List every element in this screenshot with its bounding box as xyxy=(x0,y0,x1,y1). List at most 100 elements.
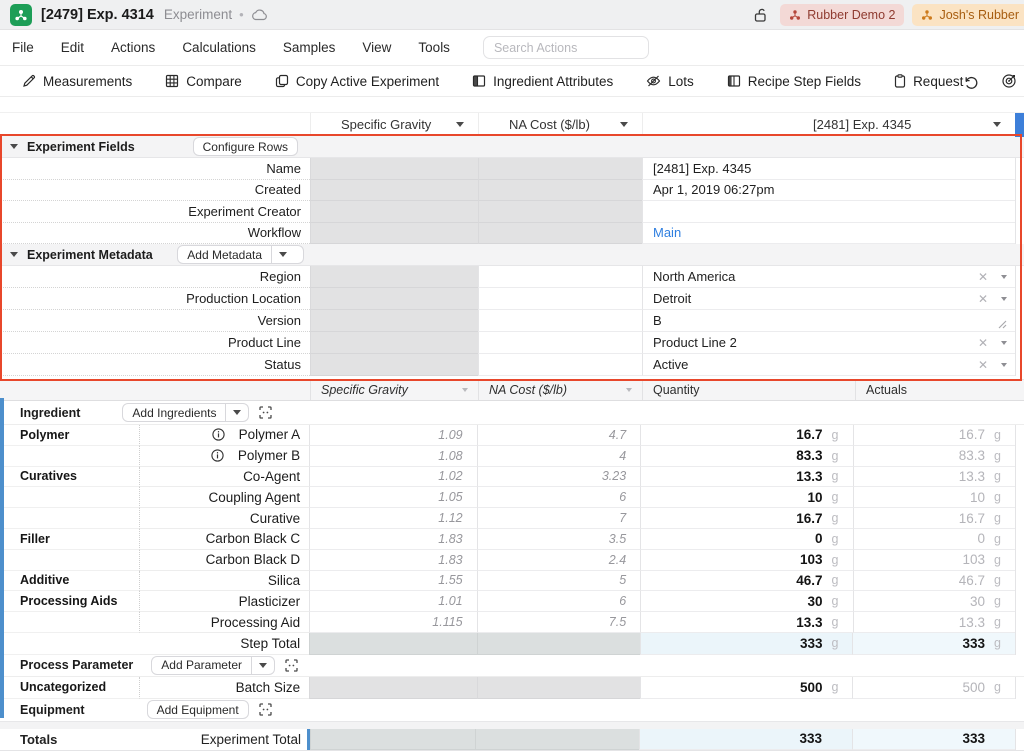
cost-cell[interactable]: 5 xyxy=(477,571,641,592)
sg-cell[interactable]: 1.12 xyxy=(309,508,477,529)
add-equipment-button[interactable]: Add Equipment xyxy=(147,700,249,719)
quantity-cell[interactable]: 500g xyxy=(640,677,852,699)
search-actions-input[interactable] xyxy=(483,36,649,59)
actuals-cell[interactable]: 16.7g xyxy=(853,425,1016,446)
menu-edit[interactable]: Edit xyxy=(61,40,84,55)
undo-icon[interactable] xyxy=(963,74,979,89)
add-metadata-button[interactable]: Add Metadata xyxy=(177,245,272,264)
expand-section-icon[interactable] xyxy=(259,406,272,419)
actuals-cell[interactable]: 10g xyxy=(853,487,1016,508)
quantity-cell[interactable]: 16.7g xyxy=(640,425,852,446)
quantity-cell[interactable]: 10g xyxy=(640,487,852,508)
menu-calculations[interactable]: Calculations xyxy=(182,40,256,55)
column-selector-specific-gravity[interactable]: Specific Gravity xyxy=(310,113,478,135)
cost-cell[interactable]: 3.23 xyxy=(477,467,641,488)
menu-view[interactable]: View xyxy=(362,40,391,55)
target-dart-icon[interactable] xyxy=(1001,73,1017,89)
chevron-down-icon[interactable] xyxy=(1001,341,1007,345)
quantity-cell[interactable]: 30g xyxy=(640,591,852,612)
actuals-cell[interactable]: 83.3g xyxy=(853,446,1016,467)
metadata-select-product-line[interactable]: Product Line 2 ✕ xyxy=(642,332,1015,354)
quantity-cell[interactable]: 13.3g xyxy=(640,467,852,488)
project-badge-joshs-rubber[interactable]: Josh's Rubber xyxy=(912,4,1024,26)
metadata-select-region[interactable]: North America ✕ xyxy=(642,266,1015,288)
add-column-button[interactable] xyxy=(1015,113,1024,137)
recipe-step-fields-button[interactable]: Recipe Step Fields xyxy=(727,74,861,89)
sg-cell[interactable]: 1.83 xyxy=(309,529,477,550)
menu-file[interactable]: File xyxy=(12,40,34,55)
field-value-cell[interactable]: Apr 1, 2019 06:27pm xyxy=(642,180,1015,202)
ingredient-name-cell[interactable]: Silica xyxy=(140,571,309,592)
actuals-cell[interactable]: 0g xyxy=(853,529,1016,550)
collapse-triangle-icon[interactable] xyxy=(10,144,18,149)
compare-button[interactable]: Compare xyxy=(165,74,242,89)
actuals-cell[interactable]: 103g xyxy=(853,550,1016,571)
add-ingredients-dropdown-button[interactable] xyxy=(226,403,249,422)
configure-rows-button[interactable]: Configure Rows xyxy=(193,137,298,156)
header-actuals[interactable]: Actuals xyxy=(855,380,1018,400)
sg-cell[interactable]: 1.05 xyxy=(309,487,477,508)
ingredient-name-cell[interactable]: Polymer B xyxy=(140,446,309,467)
chevron-down-icon[interactable] xyxy=(1001,363,1007,367)
clear-icon[interactable]: ✕ xyxy=(978,293,988,305)
unlock-icon[interactable] xyxy=(753,7,768,23)
copy-active-experiment-button[interactable]: Copy Active Experiment xyxy=(275,74,439,89)
actuals-cell[interactable]: 30g xyxy=(853,591,1016,612)
actuals-cell[interactable]: 500g xyxy=(852,677,1015,699)
field-value-cell[interactable] xyxy=(642,201,1015,223)
info-icon[interactable] xyxy=(212,428,225,441)
workflow-link[interactable]: Main xyxy=(653,225,681,240)
sg-cell[interactable]: 1.115 xyxy=(309,612,477,633)
add-parameter-dropdown-button[interactable] xyxy=(252,656,275,675)
ingredient-name-cell[interactable]: Curative xyxy=(140,508,309,529)
metadata-select-production-location[interactable]: Detroit ✕ xyxy=(642,288,1015,310)
column-selector-na-cost[interactable]: NA Cost ($/lb) xyxy=(478,113,642,135)
ingredient-name-cell[interactable]: Plasticizer xyxy=(140,591,309,612)
ingredient-attributes-button[interactable]: Ingredient Attributes xyxy=(472,74,613,89)
field-value-cell[interactable]: [2481] Exp. 4345 xyxy=(642,158,1015,180)
cost-cell[interactable]: 2.4 xyxy=(477,550,641,571)
actuals-cell[interactable]: 16.7g xyxy=(853,508,1016,529)
resize-handle-icon[interactable] xyxy=(998,320,1007,329)
actuals-cell[interactable]: 13.3g xyxy=(853,467,1016,488)
cost-cell[interactable]: 4.7 xyxy=(477,425,641,446)
app-logo-icon[interactable] xyxy=(10,4,32,26)
measurements-button[interactable]: Measurements xyxy=(22,74,132,89)
collapse-triangle-icon[interactable] xyxy=(10,252,18,257)
metadata-text-version[interactable]: B xyxy=(642,310,1015,332)
menu-samples[interactable]: Samples xyxy=(283,40,336,55)
metadata-select-status[interactable]: Active ✕ xyxy=(642,354,1015,376)
header-quantity[interactable]: Quantity xyxy=(642,380,855,400)
menu-tools[interactable]: Tools xyxy=(418,40,450,55)
expand-section-icon[interactable] xyxy=(259,703,272,716)
chevron-down-icon[interactable] xyxy=(1001,275,1007,279)
ingredient-name-cell[interactable]: Carbon Black C xyxy=(140,529,309,550)
ingredient-name-cell[interactable]: Carbon Black D xyxy=(140,550,309,571)
header-specific-gravity[interactable]: Specific Gravity xyxy=(310,380,478,400)
project-badge-rubber-demo-2[interactable]: Rubber Demo 2 xyxy=(780,4,904,26)
sg-cell[interactable]: 1.55 xyxy=(309,571,477,592)
column-selector-experiment[interactable]: [2481] Exp. 4345 xyxy=(642,113,1015,135)
actuals-cell[interactable]: 13.3g xyxy=(853,612,1016,633)
cost-cell[interactable]: 4 xyxy=(477,446,641,467)
ingredient-name-cell[interactable]: Co-Agent xyxy=(140,467,309,488)
sg-cell[interactable]: 1.08 xyxy=(309,446,477,467)
cost-cell[interactable]: 6 xyxy=(477,487,641,508)
ingredient-name-cell[interactable]: Coupling Agent xyxy=(140,487,309,508)
info-icon[interactable] xyxy=(211,449,224,462)
sg-cell[interactable]: 1.01 xyxy=(309,591,477,612)
menu-actions[interactable]: Actions xyxy=(111,40,155,55)
clear-icon[interactable]: ✕ xyxy=(978,337,988,349)
add-metadata-dropdown-button[interactable] xyxy=(272,245,304,264)
clear-icon[interactable]: ✕ xyxy=(978,271,988,283)
add-parameter-button[interactable]: Add Parameter xyxy=(151,656,252,675)
cost-cell[interactable]: 3.5 xyxy=(477,529,641,550)
quantity-cell[interactable]: 0g xyxy=(640,529,852,550)
parameter-name-cell[interactable]: Batch Size xyxy=(140,677,310,699)
lots-button[interactable]: Lots xyxy=(646,74,694,89)
quantity-cell[interactable]: 16.7g xyxy=(640,508,852,529)
clear-icon[interactable]: ✕ xyxy=(978,359,988,371)
cost-cell[interactable]: 7.5 xyxy=(477,612,641,633)
quantity-cell[interactable]: 103g xyxy=(640,550,852,571)
actuals-cell[interactable]: 46.7g xyxy=(853,571,1016,592)
